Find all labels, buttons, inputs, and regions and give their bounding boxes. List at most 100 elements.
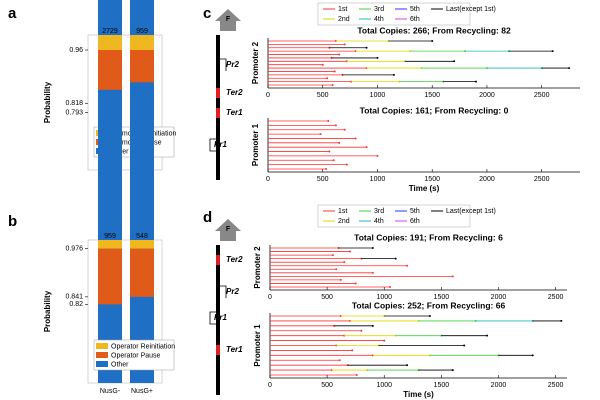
copy-end (394, 257, 397, 260)
copy-end (551, 50, 554, 53)
copy-end (319, 133, 322, 136)
y-axis-label: Probability (43, 290, 52, 332)
copy-end (475, 80, 477, 83)
legend-label: 6th (410, 16, 420, 23)
copy-end (388, 286, 391, 288)
y-axis-label: Promoter 1 (253, 324, 262, 367)
copy-end (321, 63, 324, 66)
x-tick-label: 500 (321, 382, 333, 389)
legend-label: 3rd (374, 6, 384, 13)
x-tick-label: 1500 (434, 294, 450, 301)
legend-label: 5th (410, 208, 420, 215)
legend-label: 6th (410, 218, 420, 225)
legend-label: 3rd (374, 208, 384, 215)
copy-end (328, 150, 331, 153)
bar-segment (98, 240, 122, 249)
bar-segment (98, 248, 122, 305)
x-tick-label: 0 (268, 294, 272, 301)
x-tick-label: 1500 (424, 176, 440, 183)
copy-end (568, 67, 571, 70)
copy-end (371, 247, 374, 249)
bar-segment (130, 240, 154, 249)
terminator (216, 255, 220, 265)
plot-title: Total Copies: 266; From Recycling: 82 (357, 25, 511, 35)
element-label: Ter2 (226, 255, 243, 264)
bar-segment (130, 82, 154, 383)
x-tick-label: 2500 (534, 176, 550, 183)
copy-end (343, 43, 346, 46)
gene-bar (216, 35, 220, 180)
x-tick-label: 500 (317, 92, 329, 99)
copy-end (531, 354, 534, 357)
copy-end (333, 70, 336, 73)
x-tick-label: 1500 (434, 382, 450, 389)
copy-end (338, 53, 341, 56)
copy-end (406, 264, 409, 267)
legend-label: Last(except 1st) (446, 208, 496, 215)
element-label: Ter1 (226, 345, 243, 354)
copy-end (332, 159, 335, 162)
copy-end (392, 73, 395, 76)
x-tick-label: NusG- (100, 388, 121, 395)
x-tick-label: 1000 (370, 92, 386, 99)
plot-frame (87, 34, 163, 171)
count-label: 959 (136, 28, 148, 35)
x-tick-label: 2000 (491, 294, 507, 301)
y-tick-label: 0.976 (65, 245, 83, 252)
bar-segment (98, 89, 122, 383)
x-tick-label: 2500 (548, 382, 564, 389)
copy-end (376, 56, 379, 59)
y-tick-label: 0.82 (69, 301, 83, 308)
copy-end (371, 271, 374, 274)
plot-title: Total Copies: 191; From Recycling: 6 (354, 232, 503, 242)
copy-end (486, 334, 489, 337)
legend-label: Other (111, 361, 129, 368)
copy-end (325, 168, 328, 170)
badge-label: F (226, 16, 231, 23)
copy-end (335, 268, 338, 271)
legend-label: 2nd (338, 16, 350, 23)
copy-end (383, 339, 386, 342)
copy-end (338, 359, 341, 362)
copy-end (451, 275, 454, 278)
x-axis-label: Time (s) (403, 390, 434, 399)
copy-end (331, 84, 334, 86)
y-tick-label: 0.818 (65, 100, 83, 107)
x-tick-label: 0 (266, 176, 270, 183)
panel-letter: d (203, 209, 212, 226)
copy-end (560, 319, 563, 322)
panel-letter: c (203, 5, 211, 22)
gene-bar (216, 245, 220, 395)
count-label: 2729 (102, 28, 118, 35)
element-label: Pr1 (214, 140, 227, 149)
element-label: Pr2 (226, 287, 239, 296)
copy-end (355, 374, 358, 376)
element-label: Pr1 (214, 313, 227, 322)
y-axis-label: Promoter 2 (253, 246, 262, 289)
plot-title: Total Copies: 161; From Recycling: 0 (360, 105, 509, 115)
copy-end (451, 369, 454, 372)
copy-end (371, 324, 374, 327)
element-label: Pr2 (226, 60, 239, 69)
copy-end (431, 40, 434, 42)
y-tick-label: 0.841 (65, 294, 83, 301)
x-tick-label: 1000 (370, 176, 386, 183)
panel-letter: b (8, 213, 17, 230)
legend-swatch (96, 361, 108, 367)
y-tick-label: 0.793 (65, 109, 83, 116)
copy-end (376, 154, 379, 157)
x-tick-label: NusG+ (131, 388, 153, 395)
copy-end (326, 77, 329, 80)
copy-end (365, 46, 368, 49)
terminator (216, 345, 220, 355)
promoter-arrow (218, 58, 227, 71)
legend-swatch (96, 343, 108, 349)
x-tick-label: 2500 (534, 92, 550, 99)
terminator (216, 108, 220, 118)
x-tick-label: 500 (317, 176, 329, 183)
legend-label: 4th (374, 16, 384, 23)
copy-end (345, 163, 348, 166)
x-tick-label: 2000 (479, 176, 495, 183)
legend-label: Last(except 1st) (446, 6, 496, 13)
